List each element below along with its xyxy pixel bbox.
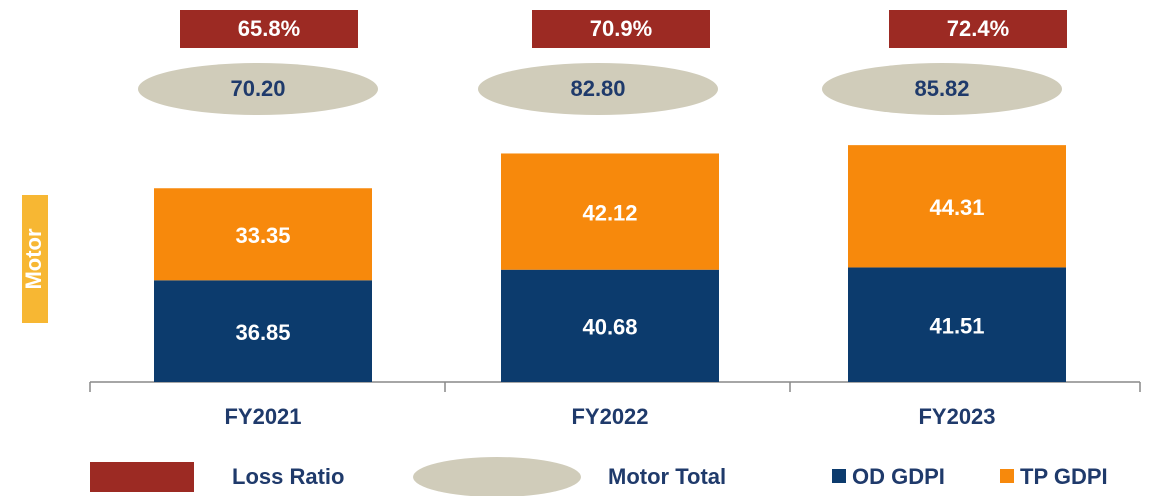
loss-ratio-box — [889, 10, 1067, 48]
total-label: 85.82 — [914, 76, 969, 101]
bar-segment — [848, 267, 1066, 382]
legend-swatch — [90, 462, 194, 492]
legend-swatch — [413, 457, 581, 496]
bar-value-label: 42.12 — [582, 200, 637, 225]
legend-swatch — [832, 469, 846, 483]
bar-value-label: 33.35 — [235, 223, 290, 248]
side-label-box — [22, 195, 48, 323]
legend-label: Motor Total — [608, 464, 726, 489]
bar-segment — [501, 269, 719, 382]
x-tick-label: FY2023 — [918, 404, 995, 429]
loss-ratio-label: 70.9% — [590, 16, 652, 41]
loss-ratio-label: 72.4% — [947, 16, 1009, 41]
bar-segment — [154, 280, 372, 382]
x-tick-label: FY2022 — [571, 404, 648, 429]
bar-segment — [154, 188, 372, 281]
total-ellipse — [138, 63, 378, 115]
legend-label: Loss Ratio — [232, 464, 344, 489]
bar-value-label: 36.85 — [235, 320, 290, 345]
bar-value-label: 44.31 — [929, 195, 984, 220]
total-ellipse — [822, 63, 1062, 115]
legend-swatch — [1000, 469, 1014, 483]
total-label: 70.20 — [230, 76, 285, 101]
total-label: 82.80 — [570, 76, 625, 101]
x-tick-label: FY2021 — [224, 404, 301, 429]
bar-segment — [848, 145, 1066, 268]
bar-segment — [501, 153, 719, 270]
legend-label: TP GDPI — [1020, 464, 1108, 489]
legend-label: OD GDPI — [852, 464, 945, 489]
bar-value-label: 41.51 — [929, 314, 984, 339]
total-ellipse — [478, 63, 718, 115]
loss-ratio-box — [180, 10, 358, 48]
side-label: Motor — [21, 228, 46, 290]
loss-ratio-label: 65.8% — [238, 16, 300, 41]
loss-ratio-box — [532, 10, 710, 48]
bar-value-label: 40.68 — [582, 315, 637, 340]
